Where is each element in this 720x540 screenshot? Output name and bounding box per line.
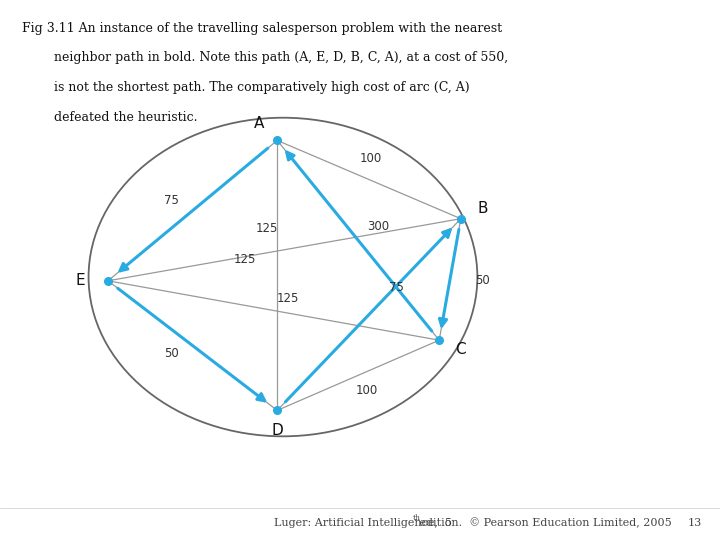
Text: 13: 13 bbox=[688, 518, 702, 528]
Text: D: D bbox=[271, 423, 283, 438]
Text: 50: 50 bbox=[164, 347, 179, 360]
Text: is not the shortest path. The comparatively high cost of arc (C, A): is not the shortest path. The comparativ… bbox=[22, 81, 469, 94]
Text: 125: 125 bbox=[233, 253, 256, 266]
Text: A: A bbox=[254, 116, 264, 131]
Text: E: E bbox=[76, 273, 86, 288]
Text: neighbor path in bold. Note this path (A, E, D, B, C, A), at a cost of 550,: neighbor path in bold. Note this path (A… bbox=[22, 51, 508, 64]
Text: edition.  © Pearson Education Limited, 2005: edition. © Pearson Education Limited, 20… bbox=[416, 517, 672, 528]
Text: 50: 50 bbox=[475, 274, 490, 287]
Text: 125: 125 bbox=[255, 222, 278, 235]
Text: 75: 75 bbox=[389, 281, 404, 294]
Text: C: C bbox=[456, 342, 466, 357]
Text: 75: 75 bbox=[164, 194, 179, 207]
Text: Luger: Artificial Intelligence,  5: Luger: Artificial Intelligence, 5 bbox=[274, 518, 451, 528]
Text: 100: 100 bbox=[360, 152, 382, 165]
Text: 300: 300 bbox=[367, 220, 390, 233]
Text: B: B bbox=[477, 201, 487, 217]
Text: 125: 125 bbox=[276, 292, 300, 305]
Text: 100: 100 bbox=[356, 384, 378, 397]
Text: defeated the heuristic.: defeated the heuristic. bbox=[22, 111, 197, 124]
Text: Fig 3.11 An instance of the travelling salesperson problem with the nearest: Fig 3.11 An instance of the travelling s… bbox=[22, 22, 502, 35]
Text: th: th bbox=[413, 514, 420, 522]
